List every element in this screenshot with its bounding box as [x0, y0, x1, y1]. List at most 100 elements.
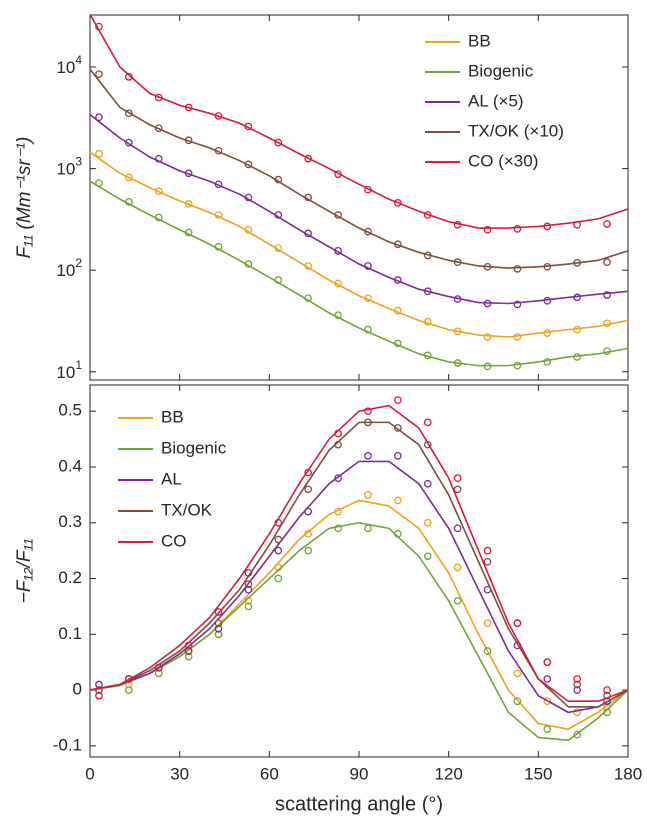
data-point — [603, 708, 611, 717]
data-point — [244, 585, 253, 594]
data-point — [214, 242, 223, 251]
fit-line — [89, 68, 629, 269]
data-point — [304, 294, 313, 303]
data-point — [214, 624, 223, 633]
data-point — [543, 725, 552, 733]
data-point — [394, 451, 402, 460]
data-point — [543, 296, 552, 305]
legend-label: BB — [161, 407, 184, 426]
data-point — [244, 193, 253, 202]
data-point — [364, 185, 372, 194]
data-point — [423, 418, 432, 427]
data-point — [95, 113, 103, 122]
data-point — [573, 675, 582, 683]
data-point — [543, 697, 552, 706]
y-tick-base: 10 — [56, 58, 75, 77]
data-point — [274, 518, 283, 527]
data-point — [334, 507, 342, 516]
data-point — [573, 680, 582, 689]
data-point — [95, 22, 103, 31]
data-point — [244, 225, 253, 234]
data-point — [154, 93, 163, 102]
fit-line — [89, 421, 629, 708]
data-point — [573, 293, 582, 302]
data-point — [214, 619, 223, 627]
data-point — [125, 138, 133, 147]
data-point — [483, 299, 492, 308]
data-point — [453, 563, 462, 572]
data-point — [394, 396, 402, 404]
data-point — [334, 440, 342, 449]
data-point — [573, 730, 582, 739]
data-point — [154, 187, 163, 195]
data-point — [394, 496, 402, 505]
legend-label: Biogenic — [161, 438, 227, 457]
data-point — [573, 353, 582, 361]
data-point — [95, 179, 103, 187]
data-point — [573, 220, 582, 229]
data-point — [364, 524, 372, 533]
data-point — [95, 686, 103, 694]
data-point — [214, 608, 223, 616]
data-point — [304, 485, 313, 494]
data-point — [334, 170, 342, 179]
data-point — [543, 222, 552, 231]
fit-line — [89, 180, 629, 367]
data-point — [95, 691, 103, 700]
y-tick-label: 0.3 — [58, 512, 82, 531]
data-point — [214, 146, 223, 155]
data-point — [154, 154, 163, 163]
data-point — [334, 311, 342, 320]
data-point — [513, 619, 522, 627]
data-point — [304, 530, 313, 538]
data-point — [364, 418, 372, 427]
data-point — [125, 198, 133, 206]
data-point — [483, 225, 492, 234]
data-point — [603, 258, 611, 266]
x-axis-label: scattering angle (°) — [275, 793, 443, 815]
data-point — [394, 276, 402, 284]
data-point — [125, 173, 133, 182]
x-tick-label: 0 — [85, 764, 94, 783]
y-tick-label: 101 — [56, 358, 82, 382]
data-point — [334, 279, 342, 288]
data-point — [334, 247, 342, 255]
data-point — [184, 652, 193, 661]
data-point — [573, 325, 582, 334]
data-point — [274, 211, 283, 219]
data-point — [603, 347, 611, 355]
data-point — [364, 294, 372, 303]
data-point — [394, 240, 402, 249]
data-point — [125, 686, 133, 694]
data-point — [364, 325, 372, 334]
data-point — [125, 675, 133, 683]
data-point — [214, 112, 223, 120]
data-point — [513, 333, 522, 341]
fit-line — [89, 404, 629, 703]
data-point — [244, 160, 253, 169]
data-point — [95, 70, 103, 79]
fit-line — [89, 460, 629, 714]
y-tick-label: 0.4 — [58, 456, 82, 475]
data-point — [423, 251, 432, 260]
data-point — [453, 295, 462, 303]
y-tick-label: 0.5 — [58, 401, 82, 420]
data-point — [154, 213, 163, 222]
data-point — [214, 180, 223, 189]
data-point — [184, 103, 193, 112]
x-tick-label: 150 — [524, 764, 552, 783]
data-point — [244, 260, 253, 268]
data-point — [423, 318, 432, 326]
data-point — [304, 468, 313, 477]
data-point — [274, 276, 283, 284]
data-point — [453, 220, 462, 229]
data-point — [214, 211, 223, 219]
y-tick-label: 104 — [56, 53, 82, 77]
y-tick-label: 103 — [56, 155, 82, 179]
data-point — [453, 359, 462, 367]
data-point — [334, 211, 342, 219]
data-point — [304, 229, 313, 238]
y-tick-exponent: 3 — [75, 155, 82, 169]
data-point — [603, 319, 611, 328]
